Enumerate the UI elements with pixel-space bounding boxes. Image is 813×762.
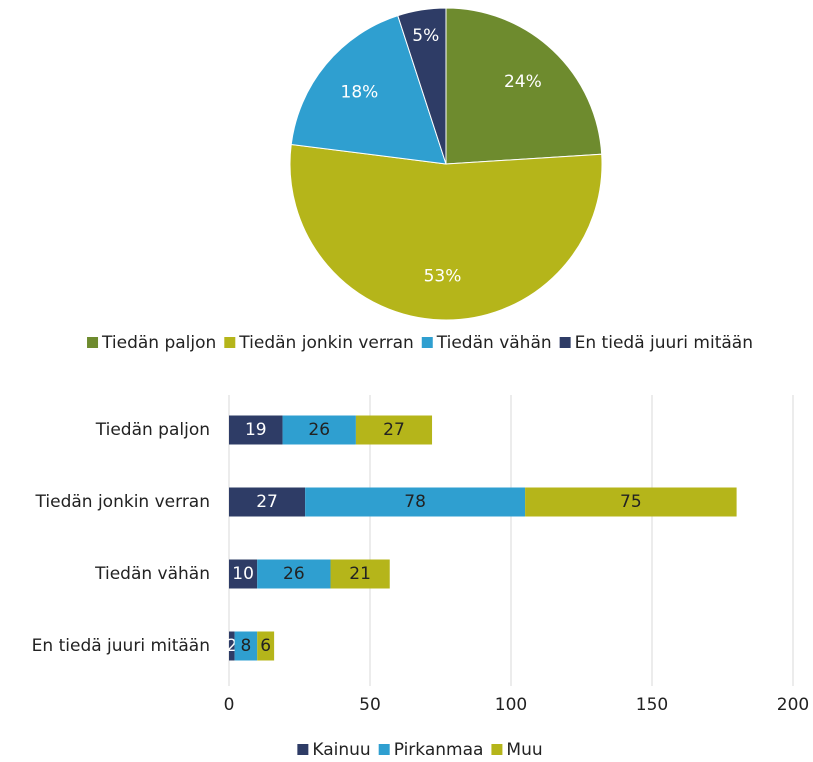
bar-segment <box>355 415 433 445</box>
bar-segment <box>229 415 283 445</box>
pie-slice <box>397 7 447 165</box>
data-label: 21 <box>349 564 371 584</box>
data-label: 8 <box>241 636 252 656</box>
data-label: 19 <box>245 420 267 440</box>
data-label: 27 <box>383 420 405 440</box>
bar-segment <box>229 487 306 517</box>
x-tick-label: 150 <box>636 695 668 715</box>
legend-label: Tiedän paljon <box>101 333 216 353</box>
data-label: 26 <box>308 420 330 440</box>
data-label: 6 <box>260 636 271 656</box>
bar-segment <box>282 415 356 445</box>
bar-segment <box>525 487 737 517</box>
y-tick-label: Tiedän vähän <box>94 564 210 584</box>
data-label: 5% <box>412 26 439 46</box>
x-tick-label: 100 <box>495 695 527 715</box>
data-label: 78 <box>404 492 426 512</box>
legend-swatch <box>559 337 571 348</box>
legend-swatch <box>421 337 433 348</box>
bar-segment <box>234 631 258 661</box>
data-label: 24% <box>504 72 542 92</box>
legend-label: En tiedä juuri mitään <box>575 333 753 353</box>
pie-slice <box>290 15 447 165</box>
bar-segment <box>305 487 526 517</box>
legend-label: Kainuu <box>312 740 370 760</box>
bar-segment <box>330 559 390 589</box>
legend-swatch <box>297 744 309 755</box>
legend-swatch <box>224 337 236 348</box>
legend-label: Muu <box>506 740 542 760</box>
data-label: 53% <box>424 266 462 286</box>
data-label: 26 <box>283 564 305 584</box>
legend-swatch <box>87 337 99 348</box>
legend-swatch <box>491 744 503 755</box>
data-label: 18% <box>341 82 379 102</box>
pie-slice <box>445 7 603 165</box>
data-label: 10 <box>232 564 254 584</box>
bar-segment <box>229 559 258 589</box>
y-tick-label: Tiedän paljon <box>95 420 210 440</box>
x-tick-label: 50 <box>359 695 381 715</box>
data-label: 75 <box>620 492 642 512</box>
pie-slice <box>289 143 603 321</box>
legend-swatch <box>378 744 390 755</box>
bar-segment <box>229 631 235 661</box>
bar-segment <box>257 631 275 661</box>
y-tick-label: Tiedän jonkin verran <box>35 492 210 512</box>
x-tick-label: 0 <box>224 695 235 715</box>
legend-label: Tiedän vähän <box>436 333 552 353</box>
x-tick-label: 200 <box>777 695 809 715</box>
data-label: 2 <box>226 636 237 656</box>
bar-segment <box>257 559 331 589</box>
data-label: 27 <box>256 492 278 512</box>
legend-label: Tiedän jonkin verran <box>238 333 413 353</box>
y-tick-label: En tiedä juuri mitään <box>32 636 210 656</box>
legend-label: Pirkanmaa <box>394 740 484 760</box>
